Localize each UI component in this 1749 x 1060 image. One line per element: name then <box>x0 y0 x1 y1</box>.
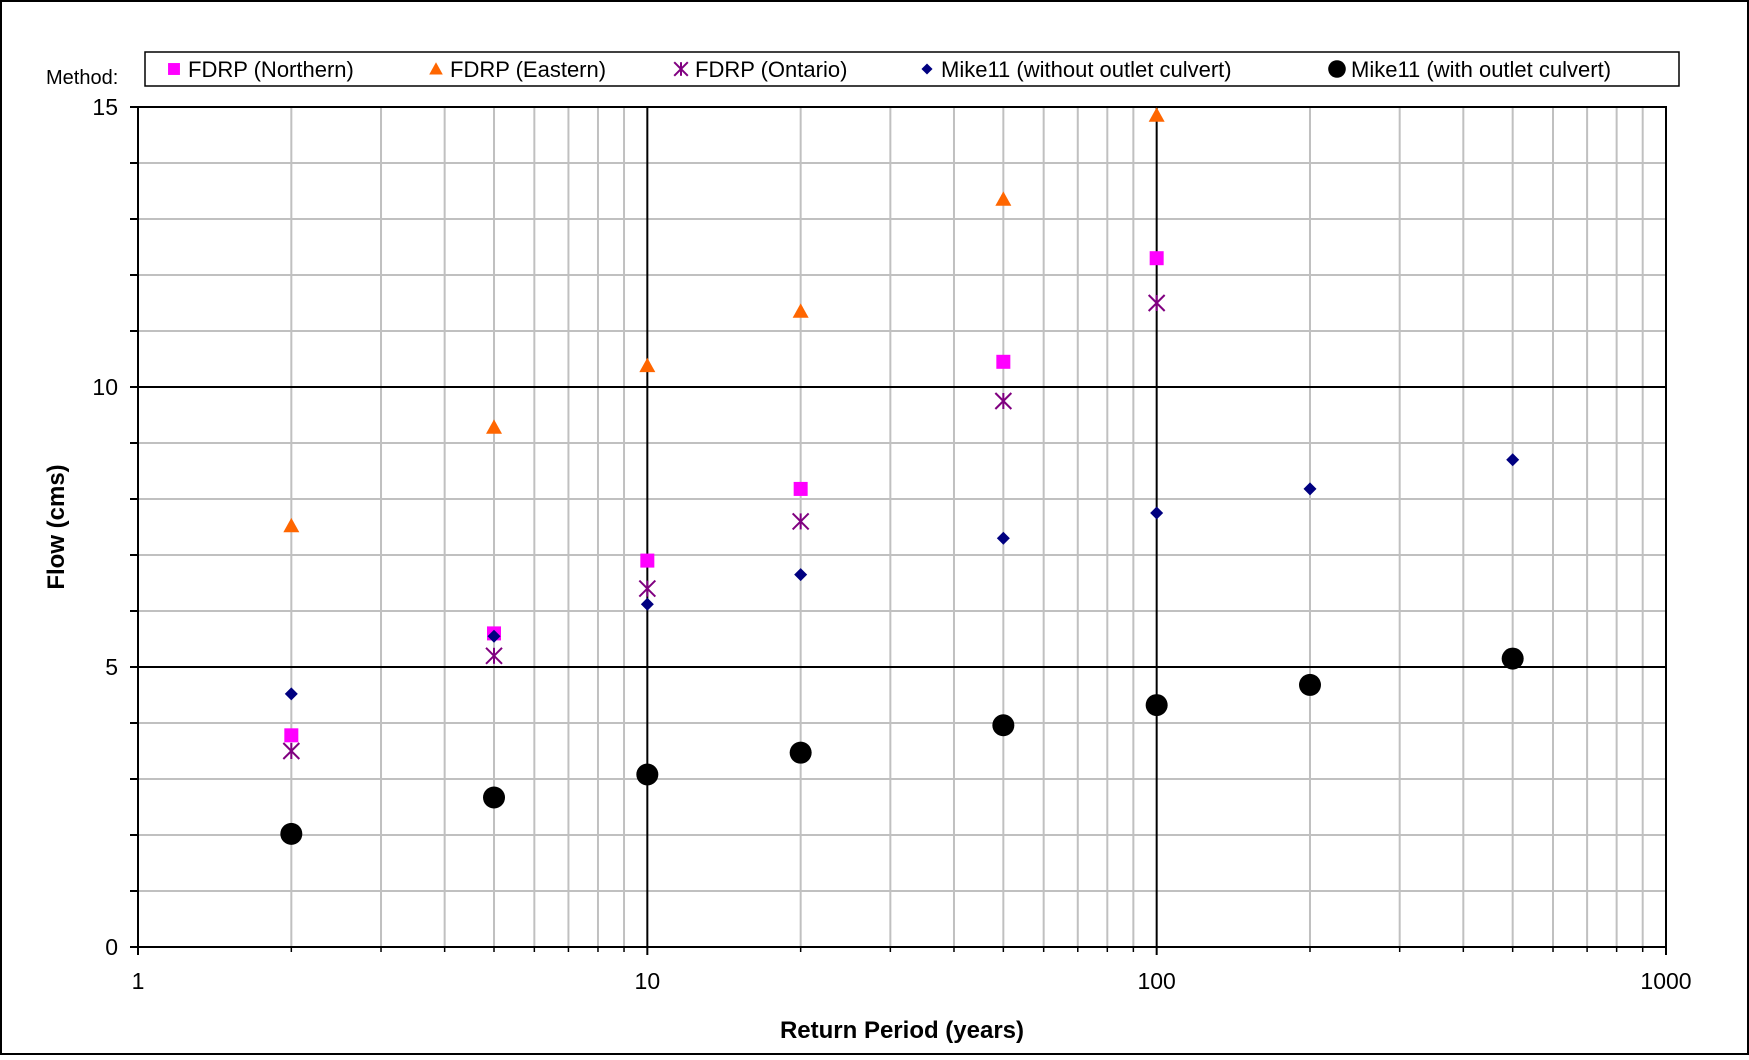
data-point-asterisk <box>994 392 1013 410</box>
data-point-diamond <box>996 531 1010 545</box>
series-1 <box>283 107 1165 533</box>
legend-marker-square <box>168 63 180 75</box>
y-tick-label: 0 <box>105 934 118 960</box>
major-gridlines <box>138 107 1666 947</box>
x-tick-label: 1 <box>132 968 145 994</box>
plot-area-border <box>137 106 1667 948</box>
series-3 <box>284 453 1520 701</box>
data-point-diamond <box>284 687 298 701</box>
y-tick-label: 5 <box>105 654 118 680</box>
legend: FDRP (Northern) FDRP (Eastern) FDRP (Ontar… <box>168 57 1611 82</box>
legend-label: Mike11 (without outlet culvert) <box>941 57 1232 82</box>
data-point-diamond <box>1150 506 1164 520</box>
y-axis-label: Flow (cms) <box>43 464 70 589</box>
data-point-diamond <box>1506 453 1520 467</box>
data-point-diamond <box>794 568 808 582</box>
x-tick-label: 100 <box>1137 968 1175 994</box>
legend-marker-asterisk <box>673 61 689 77</box>
data-point-square <box>640 553 655 568</box>
data-point-circle <box>636 763 659 786</box>
data-point-circle <box>789 741 812 764</box>
data-point-circle <box>992 714 1015 737</box>
data-point-circle <box>1298 673 1321 696</box>
legend-label: FDRP (Eastern) <box>450 57 606 82</box>
legend-marker-diamond <box>921 63 933 75</box>
data-point-circle <box>483 786 506 809</box>
x-tick-label: 1000 <box>1640 968 1691 994</box>
legend-label: FDRP (Ontario) <box>695 57 847 82</box>
x-axis-label: Return Period (years) <box>780 1017 1024 1044</box>
data-point-triangle <box>1148 107 1165 122</box>
y-tick-label: 10 <box>92 374 118 400</box>
data-point-triangle <box>995 191 1012 206</box>
data-point-asterisk <box>638 579 657 598</box>
minor-gridlines <box>138 107 1666 947</box>
data-point-square <box>284 728 299 743</box>
series-2 <box>282 294 1166 760</box>
y-axis-ticks: 0 5 10 15 <box>92 94 138 960</box>
data-point-square <box>996 354 1011 369</box>
y-tick-label: 15 <box>92 94 118 120</box>
data-point-triangle <box>486 419 503 434</box>
legend-marker-triangle <box>429 62 443 75</box>
data-marks <box>280 107 1524 845</box>
legend-title: Method: <box>46 67 118 89</box>
legend-box <box>144 51 1680 87</box>
data-point-triangle <box>792 303 809 318</box>
data-point-triangle <box>639 357 656 373</box>
data-point-asterisk <box>791 512 810 531</box>
series-4 <box>280 647 1524 845</box>
legend-marker-circle <box>1328 60 1346 78</box>
data-point-circle <box>1145 694 1168 717</box>
data-point-diamond <box>487 629 501 643</box>
data-point-circle <box>280 822 303 845</box>
x-axis-ticks: 1 10 100 1000 <box>132 947 1692 994</box>
data-point-square <box>793 481 808 496</box>
data-point-diamond <box>640 597 654 611</box>
data-point-diamond <box>1303 482 1317 496</box>
data-point-square <box>1149 251 1164 266</box>
data-point-asterisk <box>282 742 301 760</box>
data-point-triangle <box>283 517 300 533</box>
x-tick-label: 10 <box>635 968 661 994</box>
legend-label: Mike11 (with outlet culvert) <box>1351 57 1611 82</box>
legend-label: FDRP (Northern) <box>188 57 354 82</box>
data-point-circle <box>1501 647 1524 670</box>
data-point-asterisk <box>485 647 503 665</box>
data-point-asterisk <box>1147 294 1166 312</box>
